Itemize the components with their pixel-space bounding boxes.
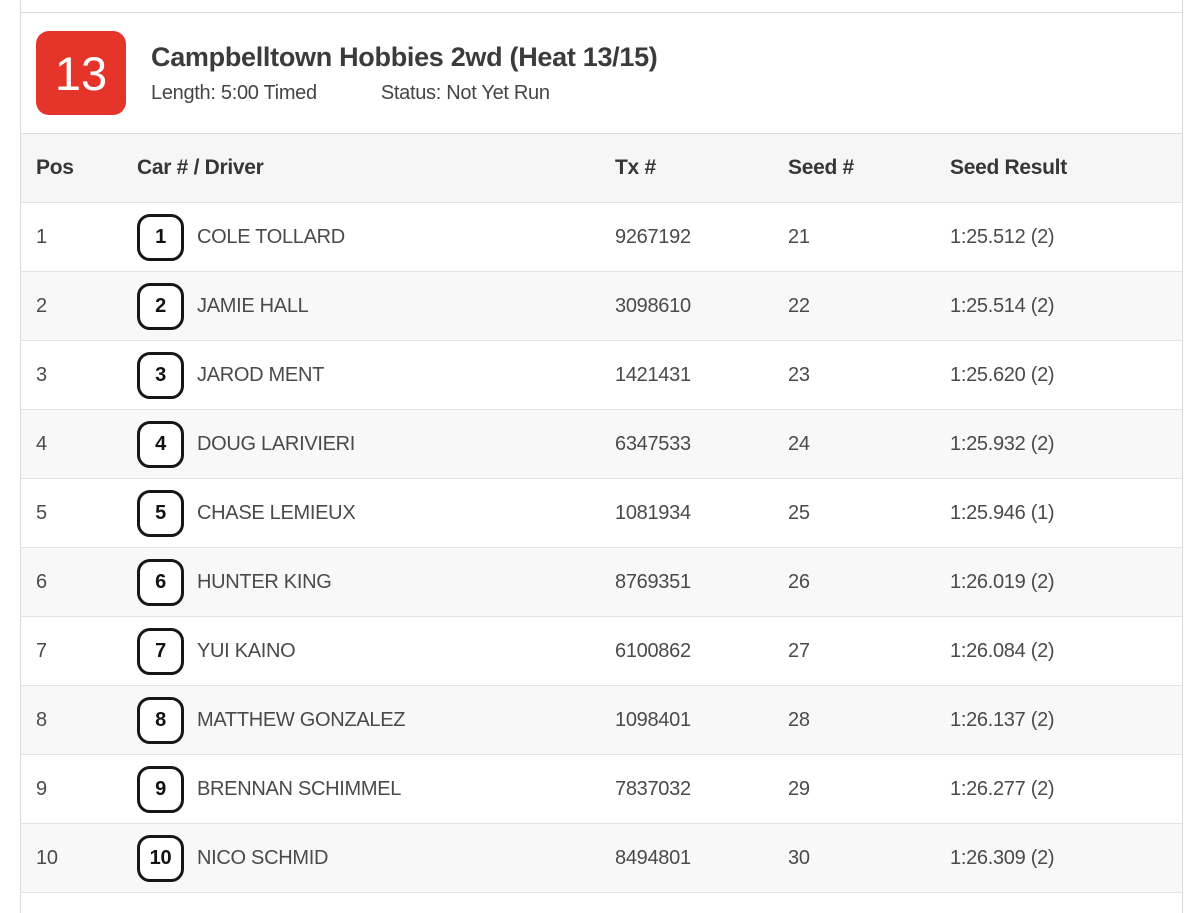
- car-driver-cell: 8 MATTHEW GONZALEZ: [137, 696, 615, 744]
- driver-name: CHASE LEMIEUX: [197, 501, 356, 524]
- pos-cell: 2: [36, 294, 47, 317]
- column-header-seed-result: Seed Result: [950, 156, 1067, 179]
- seed-result-cell: 1:25.512 (2): [950, 225, 1055, 248]
- table-row: 10 10 NICO SCHMID 8494801 30 1:26.309 (2…: [21, 824, 1182, 893]
- tx-cell: 1421431: [615, 363, 691, 386]
- driver-name: JAMIE HALL: [197, 294, 309, 317]
- driver-name: MATTHEW GONZALEZ: [197, 708, 406, 731]
- car-driver-cell: 6 HUNTER KING: [137, 558, 615, 606]
- tx-cell: 1098401: [615, 708, 691, 731]
- car-number-badge: 3: [137, 351, 184, 399]
- seed-cell: 21: [788, 225, 810, 248]
- table-row: 8 8 MATTHEW GONZALEZ 1098401 28 1:26.137…: [21, 686, 1182, 755]
- seed-cell: 26: [788, 570, 810, 593]
- table-row: 7 7 YUI KAINO 6100862 27 1:26.084 (2): [21, 617, 1182, 686]
- heat-length-label: Length: 5:00 Timed: [151, 81, 317, 104]
- driver-name: NICO SCHMID: [197, 846, 329, 869]
- panel-divider: [21, 0, 1182, 13]
- seed-result-cell: 1:26.277 (2): [950, 777, 1055, 800]
- table-row: 1 1 COLE TOLLARD 9267192 21 1:25.512 (2): [21, 203, 1182, 272]
- tx-cell: 6347533: [615, 432, 691, 455]
- car-number-badge: 8: [137, 696, 184, 744]
- car-number-badge: 4: [137, 420, 184, 468]
- tx-cell: 6100862: [615, 639, 691, 662]
- heat-panel: 13 Campbelltown Hobbies 2wd (Heat 13/15)…: [20, 0, 1183, 913]
- heat-header-text: Campbelltown Hobbies 2wd (Heat 13/15) Le…: [151, 42, 658, 105]
- table-row: 6 6 HUNTER KING 8769351 26 1:26.019 (2): [21, 548, 1182, 617]
- heat-status-label: Status: Not Yet Run: [380, 81, 550, 104]
- pos-cell: 9: [36, 777, 47, 800]
- seed-cell: 30: [788, 846, 810, 869]
- driver-name: BRENNAN SCHIMMEL: [197, 777, 402, 800]
- car-driver-cell: 5 CHASE LEMIEUX: [137, 489, 615, 537]
- car-driver-cell: 10 NICO SCHMID: [137, 834, 615, 882]
- table-header-row: Pos Car # / Driver Tx # Seed # Seed Resu…: [21, 134, 1182, 203]
- pos-cell: 3: [36, 363, 47, 386]
- heat-title: Campbelltown Hobbies 2wd (Heat 13/15): [151, 41, 658, 72]
- car-number-badge: 2: [137, 282, 184, 330]
- car-number-badge: 7: [137, 627, 184, 675]
- pos-cell: 8: [36, 708, 47, 731]
- seed-cell: 29: [788, 777, 810, 800]
- seed-result-cell: 1:25.946 (1): [950, 501, 1055, 524]
- heat-number: 13: [54, 46, 108, 100]
- heat-number-badge: 13: [36, 31, 126, 115]
- table-body: 1 1 COLE TOLLARD 9267192 21 1:25.512 (2)…: [21, 203, 1182, 893]
- tx-cell: 1081934: [615, 501, 691, 524]
- column-header-pos: Pos: [36, 156, 74, 179]
- seed-result-cell: 1:25.514 (2): [950, 294, 1055, 317]
- seed-cell: 27: [788, 639, 810, 662]
- seed-result-cell: 1:26.084 (2): [950, 639, 1055, 662]
- seed-cell: 24: [788, 432, 810, 455]
- car-driver-cell: 3 JAROD MENT: [137, 351, 615, 399]
- heat-header: 13 Campbelltown Hobbies 2wd (Heat 13/15)…: [21, 13, 1182, 133]
- seed-result-cell: 1:26.019 (2): [950, 570, 1055, 593]
- driver-name: COLE TOLLARD: [197, 225, 345, 248]
- pos-cell: 4: [36, 432, 47, 455]
- seed-result-cell: 1:26.309 (2): [950, 846, 1055, 869]
- seed-result-cell: 1:26.137 (2): [950, 708, 1055, 731]
- car-number-badge: 1: [137, 213, 184, 261]
- heat-table: Pos Car # / Driver Tx # Seed # Seed Resu…: [21, 133, 1182, 893]
- table-row: 5 5 CHASE LEMIEUX 1081934 25 1:25.946 (1…: [21, 479, 1182, 548]
- car-number-badge: 5: [137, 489, 184, 537]
- car-driver-cell: 7 YUI KAINO: [137, 627, 615, 675]
- tx-cell: 7837032: [615, 777, 691, 800]
- column-header-tx: Tx #: [615, 156, 656, 179]
- table-row: 2 2 JAMIE HALL 3098610 22 1:25.514 (2): [21, 272, 1182, 341]
- seed-cell: 28: [788, 708, 810, 731]
- driver-name: DOUG LARIVIERI: [197, 432, 356, 455]
- car-driver-cell: 1 COLE TOLLARD: [137, 213, 615, 261]
- tx-cell: 9267192: [615, 225, 691, 248]
- car-number-badge: 9: [137, 765, 184, 813]
- table-row: 3 3 JAROD MENT 1421431 23 1:25.620 (2): [21, 341, 1182, 410]
- pos-cell: 6: [36, 570, 47, 593]
- seed-result-cell: 1:25.620 (2): [950, 363, 1055, 386]
- car-driver-cell: 4 DOUG LARIVIERI: [137, 420, 615, 468]
- pos-cell: 10: [36, 846, 58, 869]
- tx-cell: 8494801: [615, 846, 691, 869]
- table-row: 4 4 DOUG LARIVIERI 6347533 24 1:25.932 (…: [21, 410, 1182, 479]
- driver-name: YUI KAINO: [197, 639, 296, 662]
- seed-cell: 25: [788, 501, 810, 524]
- seed-cell: 23: [788, 363, 810, 386]
- pos-cell: 7: [36, 639, 47, 662]
- heat-meta: Length: 5:00 Timed Status: Not Yet Run: [151, 82, 658, 105]
- pos-cell: 5: [36, 501, 47, 524]
- tx-cell: 8769351: [615, 570, 691, 593]
- car-number-badge: 10: [137, 834, 184, 882]
- driver-name: HUNTER KING: [197, 570, 332, 593]
- tx-cell: 3098610: [615, 294, 691, 317]
- driver-name: JAROD MENT: [197, 363, 325, 386]
- seed-cell: 22: [788, 294, 810, 317]
- column-header-seed: Seed #: [788, 156, 854, 179]
- column-header-car-driver: Car # / Driver: [137, 156, 264, 179]
- pos-cell: 1: [36, 225, 47, 248]
- seed-result-cell: 1:25.932 (2): [950, 432, 1055, 455]
- car-driver-cell: 9 BRENNAN SCHIMMEL: [137, 765, 615, 813]
- car-number-badge: 6: [137, 558, 184, 606]
- table-row: 9 9 BRENNAN SCHIMMEL 7837032 29 1:26.277…: [21, 755, 1182, 824]
- car-driver-cell: 2 JAMIE HALL: [137, 282, 615, 330]
